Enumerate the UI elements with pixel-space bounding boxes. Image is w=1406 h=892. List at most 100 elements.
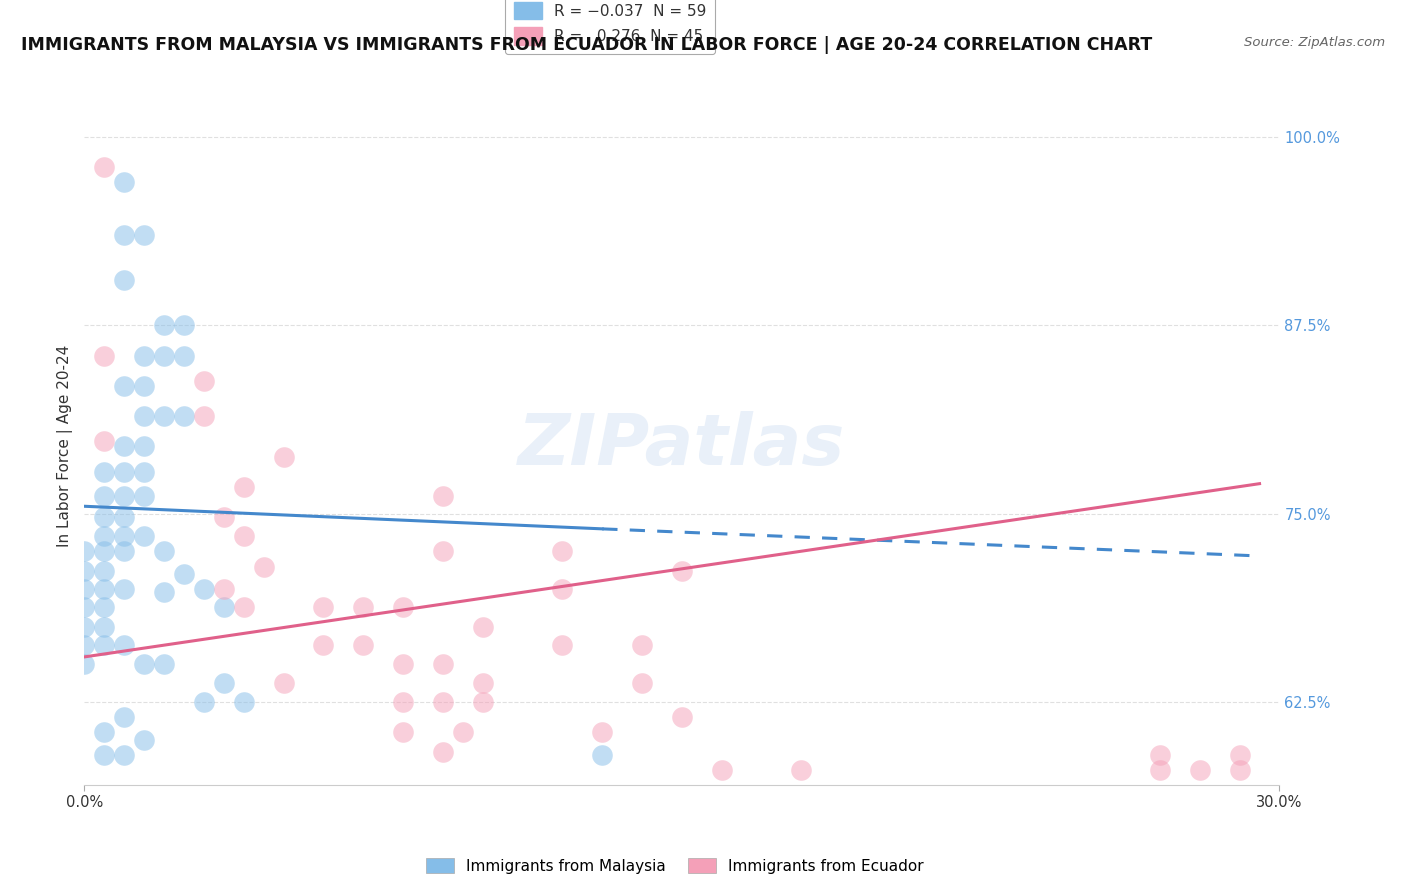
Point: [153, 349, 176, 363]
Point: [352, 638, 374, 652]
Point: [93, 600, 115, 615]
Point: [132, 657, 156, 672]
Point: [631, 675, 654, 690]
Point: [73, 638, 96, 652]
Point: [93, 465, 115, 479]
Point: [112, 228, 135, 243]
Point: [73, 582, 96, 596]
Point: [173, 349, 195, 363]
Point: [153, 544, 176, 558]
Point: [193, 374, 215, 388]
Point: [112, 529, 135, 543]
Point: [710, 763, 733, 777]
Point: [273, 450, 295, 464]
Point: [93, 564, 115, 578]
Point: [1229, 763, 1251, 777]
Point: [112, 638, 135, 652]
Point: [551, 544, 574, 558]
Point: [132, 465, 156, 479]
Point: [432, 745, 454, 759]
Point: [193, 409, 215, 423]
Point: [312, 600, 335, 615]
Point: [432, 657, 454, 672]
Point: [173, 318, 195, 333]
Point: [790, 763, 813, 777]
Point: [132, 529, 156, 543]
Point: [232, 695, 254, 709]
Point: [432, 544, 454, 558]
Point: [153, 585, 176, 599]
Point: [132, 228, 156, 243]
Point: [471, 675, 494, 690]
Point: [392, 657, 415, 672]
Point: [93, 509, 115, 524]
Point: [212, 582, 235, 596]
Point: [1149, 747, 1171, 762]
Point: [173, 409, 195, 423]
Point: [451, 725, 474, 739]
Point: [112, 489, 135, 503]
Point: [73, 620, 96, 634]
Point: [253, 559, 276, 574]
Point: [273, 675, 295, 690]
Point: [132, 439, 156, 453]
Point: [591, 747, 613, 762]
Point: [112, 509, 135, 524]
Point: [112, 582, 135, 596]
Point: [132, 732, 156, 747]
Point: [312, 638, 335, 652]
Point: [93, 529, 115, 543]
Point: [432, 695, 454, 709]
Point: [93, 747, 115, 762]
Point: [471, 695, 494, 709]
Text: Source: ZipAtlas.com: Source: ZipAtlas.com: [1244, 36, 1385, 49]
Point: [1229, 747, 1251, 762]
Point: [352, 600, 374, 615]
Point: [112, 175, 135, 189]
Point: [132, 378, 156, 392]
Point: [173, 567, 195, 582]
Point: [551, 582, 574, 596]
Point: [193, 582, 215, 596]
Point: [93, 582, 115, 596]
Point: [471, 620, 494, 634]
Point: [392, 725, 415, 739]
Point: [112, 465, 135, 479]
Point: [591, 725, 613, 739]
Point: [132, 409, 156, 423]
Point: [193, 695, 215, 709]
Point: [1188, 763, 1211, 777]
Point: [112, 710, 135, 724]
Point: [112, 378, 135, 392]
Point: [73, 600, 96, 615]
Point: [392, 695, 415, 709]
Point: [93, 434, 115, 449]
Point: [112, 273, 135, 287]
Point: [93, 161, 115, 175]
Point: [73, 564, 96, 578]
Point: [232, 600, 254, 615]
Point: [93, 638, 115, 652]
Point: [112, 747, 135, 762]
Point: [232, 480, 254, 494]
Point: [153, 409, 176, 423]
Point: [432, 489, 454, 503]
Point: [93, 489, 115, 503]
Point: [1149, 763, 1171, 777]
Legend: Immigrants from Malaysia, Immigrants from Ecuador: Immigrants from Malaysia, Immigrants fro…: [420, 852, 929, 880]
Point: [671, 710, 693, 724]
Point: [93, 725, 115, 739]
Point: [132, 489, 156, 503]
Point: [631, 638, 654, 652]
Text: IMMIGRANTS FROM MALAYSIA VS IMMIGRANTS FROM ECUADOR IN LABOR FORCE | AGE 20-24 C: IMMIGRANTS FROM MALAYSIA VS IMMIGRANTS F…: [21, 36, 1153, 54]
Point: [212, 675, 235, 690]
Y-axis label: In Labor Force | Age 20-24: In Labor Force | Age 20-24: [58, 345, 73, 547]
Point: [73, 657, 96, 672]
Point: [73, 544, 96, 558]
Point: [232, 529, 254, 543]
Point: [671, 564, 693, 578]
Point: [93, 349, 115, 363]
Point: [132, 349, 156, 363]
Point: [392, 600, 415, 615]
Point: [112, 439, 135, 453]
